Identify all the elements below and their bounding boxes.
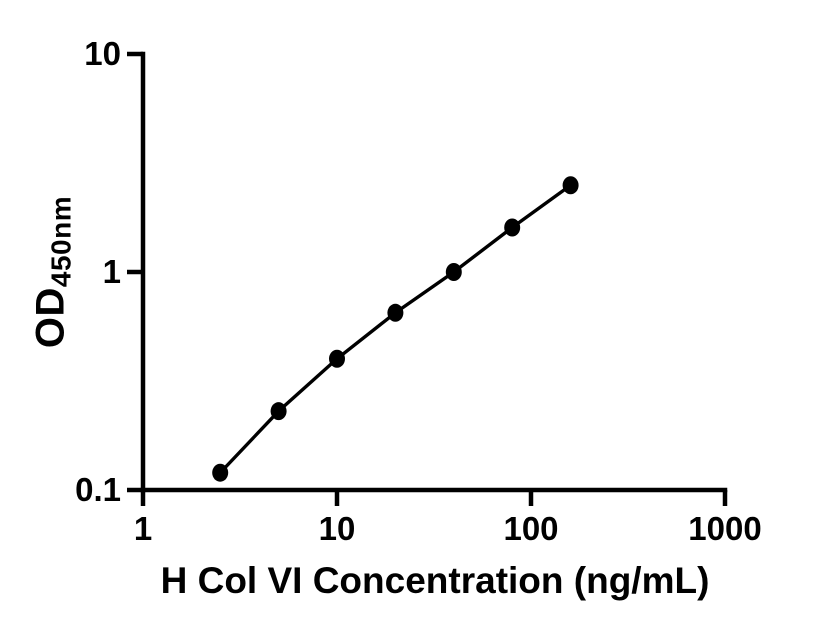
y-tick-label: 10 xyxy=(84,35,121,72)
data-point xyxy=(270,402,287,421)
data-point xyxy=(445,263,462,281)
data-point xyxy=(212,463,229,482)
y-axis-title-main: OD xyxy=(28,287,73,349)
x-tick-label: 1000 xyxy=(688,510,761,547)
x-tick-label: 100 xyxy=(503,510,558,547)
x-tick-label: 1 xyxy=(134,510,152,547)
data-point xyxy=(387,303,404,322)
y-tick-label: 1 xyxy=(103,253,121,290)
data-point xyxy=(329,349,345,368)
data-point xyxy=(562,176,579,195)
x-axis-title: H Col VI Concentration (ng/mL) xyxy=(160,560,710,601)
x-tick-label: 10 xyxy=(319,510,356,547)
y-axis-title: OD450nm xyxy=(29,196,78,348)
data-point xyxy=(504,218,521,237)
y-axis-title-subscript: 450nm xyxy=(45,195,77,288)
y-tick-label: 0.1 xyxy=(75,471,121,508)
